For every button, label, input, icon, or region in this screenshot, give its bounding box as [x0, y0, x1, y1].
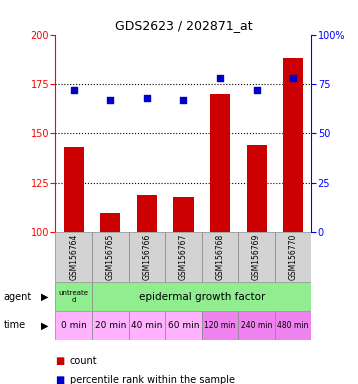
Bar: [173, 197, 194, 232]
Point: [180, 97, 186, 103]
Text: agent: agent: [4, 291, 32, 302]
Bar: [275, 232, 311, 282]
Text: GSM156765: GSM156765: [106, 234, 115, 280]
Bar: [247, 145, 267, 232]
Text: ■: ■: [55, 375, 65, 384]
Text: untreate
d: untreate d: [59, 290, 89, 303]
Text: 0 min: 0 min: [61, 321, 87, 330]
Text: time: time: [4, 320, 26, 331]
Text: epidermal growth factor: epidermal growth factor: [139, 291, 265, 302]
Text: 40 min: 40 min: [131, 321, 163, 330]
Text: GSM156770: GSM156770: [289, 234, 297, 280]
Text: ▶: ▶: [41, 320, 48, 331]
Text: GSM156764: GSM156764: [69, 234, 78, 280]
Point: [217, 75, 223, 81]
Text: 240 min: 240 min: [241, 321, 272, 330]
Point: [71, 87, 77, 93]
Text: ▶: ▶: [41, 291, 48, 302]
Text: percentile rank within the sample: percentile rank within the sample: [70, 375, 235, 384]
Bar: [92, 232, 129, 282]
Bar: [55, 311, 92, 340]
Bar: [55, 282, 92, 311]
Point: [290, 75, 296, 81]
Bar: [129, 311, 165, 340]
Text: 480 min: 480 min: [277, 321, 309, 330]
Bar: [137, 195, 157, 232]
Text: GSM156766: GSM156766: [142, 234, 151, 280]
Text: 20 min: 20 min: [95, 321, 126, 330]
Bar: [165, 232, 202, 282]
Text: GSM156767: GSM156767: [179, 234, 188, 280]
Title: GDS2623 / 202871_at: GDS2623 / 202871_at: [115, 19, 252, 32]
Text: count: count: [70, 356, 97, 366]
Bar: [92, 311, 129, 340]
Bar: [238, 311, 275, 340]
Bar: [238, 232, 275, 282]
Bar: [165, 311, 202, 340]
Bar: [210, 94, 230, 232]
Text: GSM156769: GSM156769: [252, 234, 261, 280]
Point: [254, 87, 260, 93]
Bar: [64, 147, 84, 232]
Bar: [283, 58, 303, 232]
Bar: [129, 232, 165, 282]
Text: 120 min: 120 min: [204, 321, 236, 330]
Bar: [202, 232, 238, 282]
Point: [107, 97, 113, 103]
Point: [144, 95, 150, 101]
Bar: [275, 311, 311, 340]
Text: ■: ■: [55, 356, 65, 366]
Bar: [92, 282, 311, 311]
Bar: [55, 232, 92, 282]
Text: GSM156768: GSM156768: [216, 234, 224, 280]
Text: 60 min: 60 min: [168, 321, 199, 330]
Bar: [100, 213, 120, 232]
Bar: [202, 311, 238, 340]
